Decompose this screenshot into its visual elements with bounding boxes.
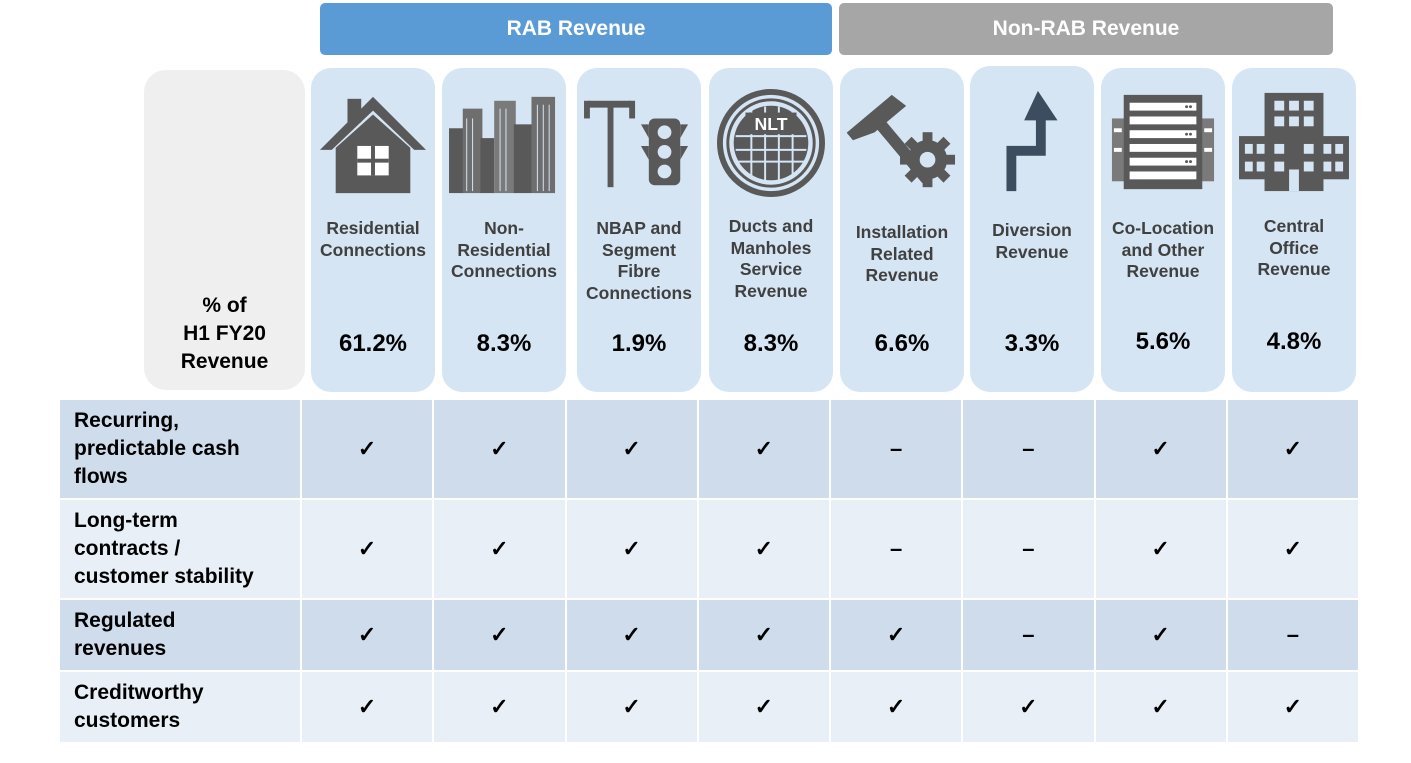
city-buildings-icon [442,88,566,198]
column-card-diversion: Diversion Revenue 3.3% [970,66,1094,392]
house-icon [311,88,435,198]
row-label: Recurring, predictable cash flows [74,409,240,488]
table-cell: – [1225,600,1358,670]
column-title: Co-Location and Other Revenue [1111,218,1215,281]
column-percent: 61.2% [338,330,408,357]
table-cell: ✓ [432,672,564,742]
table-cell: ✓ [961,672,1093,742]
table-cell: ✓ [300,400,432,498]
row-label: Regulated revenues [74,609,176,660]
table-cell: ✓ [432,400,564,498]
table-cell: ✓ [1225,400,1358,498]
table-cell: ✓ [432,600,564,670]
column-percent: 5.6% [1135,328,1191,355]
column-percent: 8.3% [743,330,799,357]
table-cell: ✓ [829,672,961,742]
table-cell: ✓ [564,500,697,598]
column-percent: 8.3% [476,330,532,357]
row-label: Long-term contracts / customer stability [74,509,254,588]
table-cell: ✓ [696,600,829,670]
table-cell: ✓ [432,500,564,598]
table-row-long-term: Long-term contracts / customer stability… [60,498,1358,598]
rab-revenue-banner: RAB Revenue [320,3,832,55]
diversion-arrow-icon [970,86,1094,196]
column-percent: 4.8% [1266,328,1322,355]
table-cell: – [961,500,1093,598]
table-cell: ✓ [696,400,829,498]
column-percent: 1.9% [611,330,667,357]
column-card-non-residential: Non- Residential Connections 8.3% [442,68,566,392]
table-cell: ✓ [564,672,697,742]
table-cell: ✓ [300,600,432,670]
table-cell: – [961,400,1093,498]
column-card-nbap: NBAP and Segment Fibre Connections 1.9% [577,68,701,392]
column-percent: 3.3% [1004,330,1060,357]
column-title: Diversion Revenue [992,220,1072,262]
table-cell: ✓ [564,600,697,670]
table-cell: ✓ [829,600,961,670]
table-cell: ✓ [1225,672,1358,742]
row-label: Creditworthy customers [74,681,204,732]
column-card-ducts-manholes: NLT Ducts and Manholes Service Revenue 8… [709,68,833,392]
column-card-residential: Residential Connections 61.2% [311,68,435,392]
column-title: Central Office Revenue [1257,216,1331,279]
column-card-co-location: Co-Location and Other Revenue 5.6% [1101,68,1225,392]
percent-label-card [144,70,305,390]
streetlight-traffic-light-icon [577,88,701,198]
table-cell: – [829,500,961,598]
table-cell: ✓ [1093,500,1226,598]
table-cell: ✓ [564,400,697,498]
table-cell: ✓ [300,672,432,742]
non-rab-revenue-banner: Non-RAB Revenue [839,3,1333,55]
column-card-installation: Installation Related Revenue 6.6% [840,68,964,392]
table-row-recurring: Recurring, predictable cash flows ✓ ✓ ✓ … [60,398,1358,498]
table-cell: – [829,400,961,498]
manhole-cover-icon: NLT [709,88,833,198]
column-title: Ducts and Manholes Service Revenue [728,216,814,301]
hammer-gear-icon [840,88,964,198]
table-cell: ✓ [696,500,829,598]
table-cell: – [961,600,1093,670]
column-title: Residential Connections [320,218,426,260]
attributes-table: Recurring, predictable cash flows ✓ ✓ ✓ … [60,398,1358,742]
percent-of-revenue-label: % of H1 FY20 Revenue [180,294,269,373]
column-card-central-office: Central Office Revenue 4.8% [1232,68,1356,392]
office-building-icon [1232,86,1356,196]
table-row-regulated: Regulated revenues ✓ ✓ ✓ ✓ ✓ – ✓ – [60,598,1358,670]
table-row-creditworthy: Creditworthy customers ✓ ✓ ✓ ✓ ✓ ✓ ✓ ✓ [60,670,1358,742]
manhole-cover-icon-text: NLT [754,114,787,134]
server-rack-icon [1101,88,1225,198]
column-title: NBAP and Segment Fibre Connections [586,218,692,303]
table-cell: ✓ [1093,400,1226,498]
table-cell: ✓ [1093,600,1226,670]
column-percent: 6.6% [874,330,930,357]
table-cell: ✓ [1225,500,1358,598]
table-cell: ✓ [1093,672,1226,742]
table-cell: ✓ [696,672,829,742]
table-cell: ✓ [300,500,432,598]
column-title: Non- Residential Connections [451,218,557,281]
column-title: Installation Related Revenue [855,222,949,285]
